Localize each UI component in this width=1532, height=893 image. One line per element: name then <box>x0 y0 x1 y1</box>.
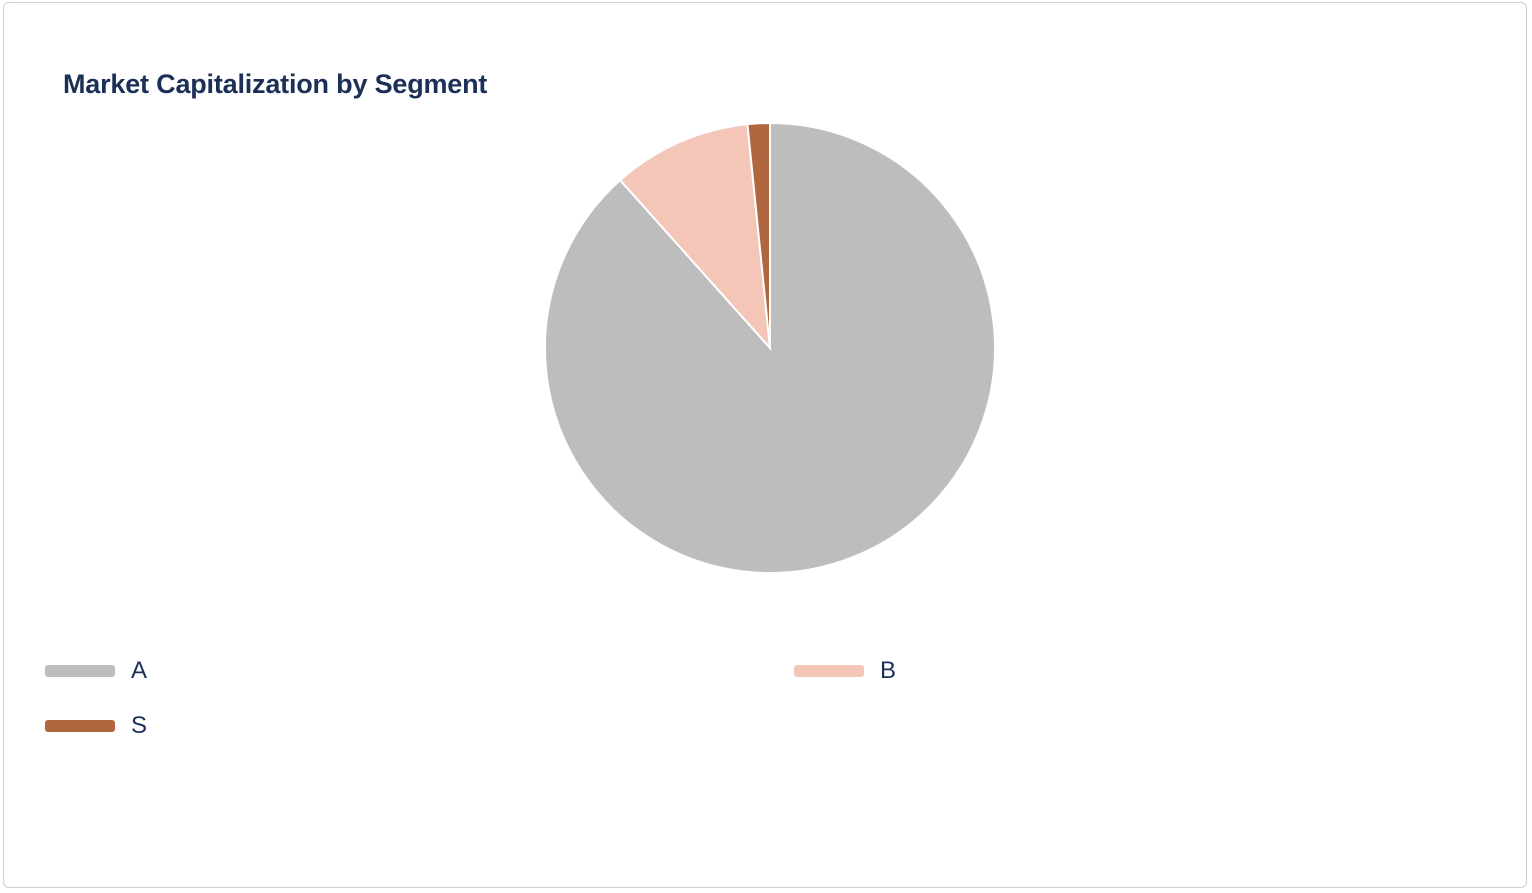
legend-swatch <box>45 665 115 677</box>
legend-label: S <box>131 712 148 739</box>
chart-title: Market Capitalization by Segment <box>63 69 488 99</box>
legend-item-a[interactable]: A <box>45 656 147 686</box>
chart-card: Market Capitalization by Segment A B S <box>3 2 1527 888</box>
pie-chart <box>544 121 996 574</box>
legend-item-b[interactable]: B <box>794 656 896 686</box>
pie-slice-a[interactable] <box>544 121 996 574</box>
legend-label: A <box>131 657 148 684</box>
legend-swatch <box>45 720 115 732</box>
legend-swatch <box>794 665 864 677</box>
chart-legend: A B S <box>4 3 1526 887</box>
pie-slice-s[interactable] <box>746 121 771 349</box>
legend-label: B <box>880 657 897 684</box>
pie-slice-b[interactable] <box>618 123 772 351</box>
legend-item-s[interactable]: S <box>45 711 147 741</box>
